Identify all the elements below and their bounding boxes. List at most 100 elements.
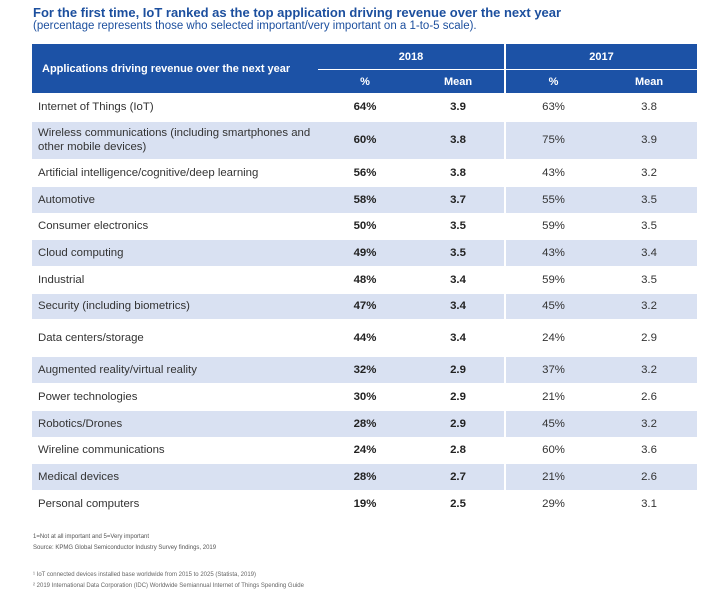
pct-2017-cell: 43% bbox=[504, 159, 602, 187]
row-label: Automotive bbox=[32, 186, 318, 214]
row-label: Medical devices bbox=[32, 463, 318, 491]
mean-2017-cell: 3.2 bbox=[601, 293, 698, 320]
table-row: Data centers/storage 44% 3.4 24% 2.9 bbox=[32, 319, 698, 357]
mean-2017-cell: 3.5 bbox=[601, 213, 698, 240]
mean-2018-cell: 2.7 bbox=[412, 463, 506, 491]
pct-2017-cell: 43% bbox=[504, 239, 602, 267]
pct-2017-cell: 63% bbox=[504, 93, 602, 122]
mean-2018-cell: 2.9 bbox=[412, 356, 506, 384]
mean-2017-cell: 3.2 bbox=[601, 356, 698, 384]
scale-note: 1=Not at all important and 5=Very import… bbox=[33, 534, 150, 540]
pct-2017-cell: 60% bbox=[504, 437, 602, 464]
row-label: Personal computers bbox=[32, 490, 318, 518]
mean-2018-cell: 3.4 bbox=[412, 319, 506, 357]
pct-2017-cell: 21% bbox=[504, 383, 602, 411]
mean-2017-cell: 3.4 bbox=[601, 239, 698, 267]
page-title: For the first time, IoT ranked as the to… bbox=[33, 5, 562, 20]
subheader-row: % Mean % Mean bbox=[32, 69, 698, 93]
row-label: Augmented reality/virtual reality bbox=[32, 356, 318, 384]
row-label: Security (including biometrics) bbox=[32, 293, 318, 320]
pct-2017-header: % bbox=[504, 69, 602, 93]
mean-2017-cell: 3.2 bbox=[601, 410, 698, 438]
pct-2018-cell: 60% bbox=[318, 121, 412, 160]
pct-2018-cell: 28% bbox=[318, 410, 412, 438]
mean-2018-cell: 3.4 bbox=[412, 266, 506, 294]
pct-2018-cell: 30% bbox=[318, 383, 412, 411]
mean-2017-cell: 2.6 bbox=[601, 383, 698, 411]
mean-2018-cell: 3.5 bbox=[412, 213, 506, 240]
table-row: Wireline communications 24% 2.8 60% 3.6 bbox=[32, 437, 698, 464]
row-label: Consumer electronics bbox=[32, 213, 318, 240]
table-header: Applications driving revenue over the ne… bbox=[32, 44, 698, 93]
source-note: Source: KPMG Global Semiconductor Indust… bbox=[33, 545, 217, 551]
table-notes: 1=Not at all important and 5=Very import… bbox=[33, 532, 216, 554]
pct-2018-cell: 24% bbox=[318, 437, 412, 464]
pct-2017-cell: 75% bbox=[504, 121, 602, 160]
revenue-table: Applications driving revenue over the ne… bbox=[32, 44, 698, 518]
pct-2018-cell: 49% bbox=[318, 239, 412, 267]
mean-2018-cell: 3.7 bbox=[412, 186, 506, 214]
pct-2017-cell: 29% bbox=[504, 490, 602, 518]
table-row: Industrial 48% 3.4 59% 3.5 bbox=[32, 266, 698, 294]
pct-2018-cell: 19% bbox=[318, 490, 412, 518]
mean-2017-cell: 3.5 bbox=[601, 186, 698, 214]
row-label: Power technologies bbox=[32, 383, 318, 411]
mean-2017-cell: 3.1 bbox=[601, 490, 698, 518]
pct-2018-cell: 47% bbox=[318, 293, 412, 320]
year-2018-header: 2018 bbox=[318, 44, 506, 70]
mean-2018-cell: 2.9 bbox=[412, 383, 506, 411]
pct-2017-cell: 59% bbox=[504, 266, 602, 294]
pct-2017-cell: 45% bbox=[504, 293, 602, 320]
row-label: Data centers/storage bbox=[32, 319, 318, 357]
pct-2018-cell: 58% bbox=[318, 186, 412, 214]
pct-2017-cell: 37% bbox=[504, 356, 602, 384]
mean-2017-cell: 3.6 bbox=[601, 437, 698, 464]
mean-2017-header: Mean bbox=[601, 69, 698, 93]
pct-2017-cell: 21% bbox=[504, 463, 602, 491]
row-label: Internet of Things (IoT) bbox=[32, 93, 318, 122]
pct-2017-cell: 24% bbox=[504, 319, 602, 357]
pct-2018-cell: 56% bbox=[318, 159, 412, 187]
table-row: Artificial intelligence/cognitive/deep l… bbox=[32, 159, 698, 187]
row-label: Industrial bbox=[32, 266, 318, 294]
year-header-row: Applications driving revenue over the ne… bbox=[32, 44, 698, 93]
mean-2018-cell: 2.5 bbox=[412, 490, 506, 518]
pct-2017-cell: 45% bbox=[504, 410, 602, 438]
pct-2018-cell: 28% bbox=[318, 463, 412, 491]
footnote-2: ² 2019 International Data Corporation (I… bbox=[33, 583, 304, 589]
row-label: Wireline communications bbox=[32, 437, 318, 464]
table-row: Personal computers 19% 2.5 29% 3.1 bbox=[32, 490, 698, 518]
pct-2018-header: % bbox=[318, 69, 412, 93]
row-label: Cloud computing bbox=[32, 239, 318, 267]
footnotes: ¹ IoT connected devices installed base w… bbox=[33, 570, 304, 592]
table-row: Medical devices 28% 2.7 21% 2.6 bbox=[32, 463, 698, 491]
table-row: Robotics/Drones 28% 2.9 45% 3.2 bbox=[32, 410, 698, 438]
pct-2018-cell: 64% bbox=[318, 93, 412, 122]
mean-2018-cell: 3.8 bbox=[412, 159, 506, 187]
table-row: Power technologies 30% 2.9 21% 2.6 bbox=[32, 383, 698, 411]
table-row: Automotive 58% 3.7 55% 3.5 bbox=[32, 186, 698, 214]
pct-2017-cell: 59% bbox=[504, 213, 602, 240]
mean-2018-cell: 3.4 bbox=[412, 293, 506, 320]
pct-2018-cell: 32% bbox=[318, 356, 412, 384]
mean-2017-cell: 3.2 bbox=[601, 159, 698, 187]
footnote-1: ¹ IoT connected devices installed base w… bbox=[33, 572, 257, 578]
table-row: Cloud computing 49% 3.5 43% 3.4 bbox=[32, 239, 698, 267]
mean-2018-cell: 2.9 bbox=[412, 410, 506, 438]
row-label: Artificial intelligence/cognitive/deep l… bbox=[32, 159, 318, 187]
mean-2017-cell: 2.6 bbox=[601, 463, 698, 491]
table-row: Augmented reality/virtual reality 32% 2.… bbox=[32, 356, 698, 384]
mean-2017-cell: 3.8 bbox=[601, 93, 698, 122]
row-label: Wireless communications (including smart… bbox=[32, 121, 318, 160]
mean-2017-cell: 3.5 bbox=[601, 266, 698, 294]
year-2017-header: 2017 bbox=[504, 44, 698, 70]
mean-2018-cell: 2.8 bbox=[412, 437, 506, 464]
table-row: Security (including biometrics) 47% 3.4 … bbox=[32, 293, 698, 320]
table-row: Internet of Things (IoT) 64% 3.9 63% 3.8 bbox=[32, 93, 698, 122]
pct-2018-cell: 50% bbox=[318, 213, 412, 240]
table-body: Internet of Things (IoT) 64% 3.9 63% 3.8… bbox=[32, 93, 698, 518]
mean-2018-cell: 3.8 bbox=[412, 121, 506, 160]
mean-2018-cell: 3.9 bbox=[412, 93, 506, 122]
table-row: Consumer electronics 50% 3.5 59% 3.5 bbox=[32, 213, 698, 240]
pct-2018-cell: 48% bbox=[318, 266, 412, 294]
